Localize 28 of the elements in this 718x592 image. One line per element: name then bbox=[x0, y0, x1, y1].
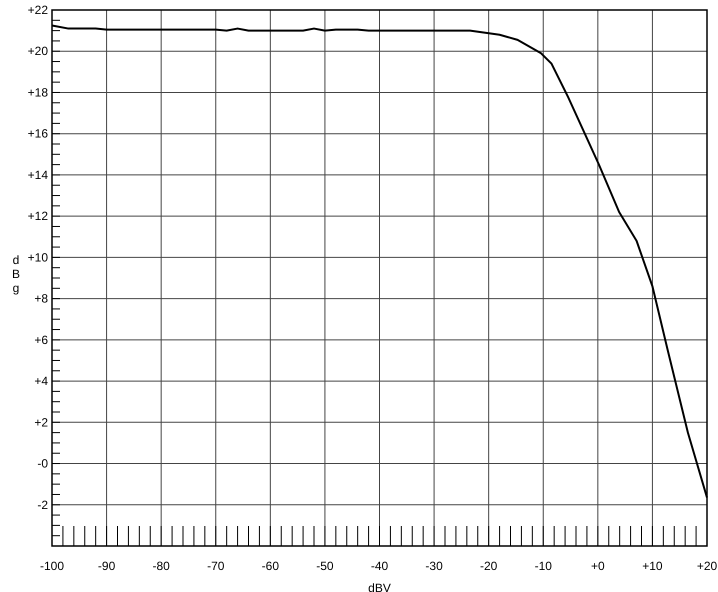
y-tick-label: -0 bbox=[37, 456, 48, 471]
y-tick-label: +22 bbox=[28, 3, 48, 17]
x-axis-title: dBV bbox=[368, 581, 391, 592]
x-tick-label: -30 bbox=[425, 559, 444, 573]
x-tick-label: -60 bbox=[262, 559, 280, 573]
x-tick-label: -40 bbox=[370, 559, 388, 573]
y-tick-label: -2 bbox=[37, 498, 48, 512]
y-tick-label: +6 bbox=[34, 332, 48, 347]
x-tick-label: -80 bbox=[152, 559, 170, 573]
y-tick-label: +4 bbox=[34, 374, 48, 388]
y-tick-label: +14 bbox=[28, 168, 48, 182]
x-tick-label: -70 bbox=[207, 559, 225, 573]
y-axis-title: dBg bbox=[12, 253, 20, 295]
x-tick-label: -10 bbox=[534, 559, 552, 573]
y-tick-label: +8 bbox=[34, 292, 48, 306]
x-tick-label: -50 bbox=[316, 559, 334, 573]
x-tick-label: -20 bbox=[480, 559, 498, 573]
y-tick-label: +10 bbox=[28, 250, 48, 264]
y-tick-label: +2 bbox=[34, 415, 48, 430]
y-tick-label: +16 bbox=[28, 126, 48, 141]
y-tick-label: +12 bbox=[28, 209, 48, 224]
x-tick-label: +20 bbox=[696, 559, 718, 573]
y-tick-label: +20 bbox=[28, 44, 48, 58]
x-tick-label: +10 bbox=[642, 559, 663, 573]
x-tick-label: -100 bbox=[40, 559, 64, 573]
y-tick-label: +18 bbox=[28, 85, 48, 100]
x-tick-label: -90 bbox=[98, 559, 116, 573]
x-tick-label: +0 bbox=[590, 559, 605, 573]
